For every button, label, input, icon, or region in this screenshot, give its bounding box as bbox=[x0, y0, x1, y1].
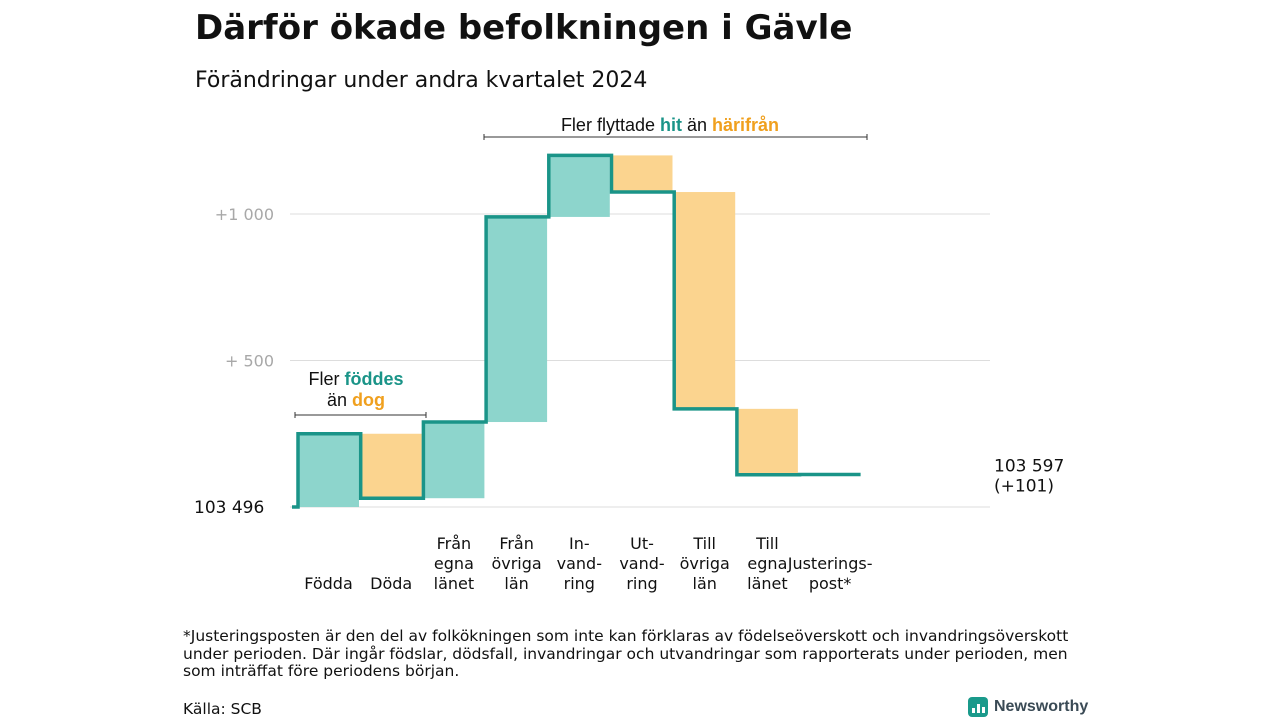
annotation-migration-part: än bbox=[682, 115, 712, 135]
annotation-births-deaths: Fler föddes än dog bbox=[308, 369, 403, 410]
annotation-births-deaths-part: föddes bbox=[344, 369, 403, 389]
waterfall-bar-2 bbox=[423, 422, 485, 499]
category-label: vand- bbox=[619, 554, 664, 573]
category-label: länet bbox=[434, 574, 475, 593]
waterfall-bar-4 bbox=[548, 155, 610, 217]
category-label: län bbox=[693, 574, 717, 593]
bracket-births-deaths bbox=[294, 412, 427, 418]
category-label: vand- bbox=[557, 554, 602, 573]
newsworthy-logo-icon bbox=[968, 697, 988, 717]
category-label: Från bbox=[499, 534, 534, 553]
category-label: Ut- bbox=[630, 534, 654, 553]
category-label: Från bbox=[437, 534, 472, 553]
waterfall-bar-7 bbox=[736, 408, 798, 475]
annotation-births-deaths-part: dog bbox=[352, 390, 385, 410]
waterfall-bar-1 bbox=[360, 433, 422, 499]
category-label: ring bbox=[626, 574, 657, 593]
annotation-migration-part: härifrån bbox=[712, 115, 779, 135]
end-value-label: 103 597 bbox=[994, 456, 1064, 476]
y-tick-label: +1 000 bbox=[215, 205, 274, 224]
category-label: län bbox=[504, 574, 528, 593]
category-label: övriga bbox=[491, 554, 541, 573]
bracket-migration bbox=[483, 134, 868, 140]
baseline-value-label: 103 496 bbox=[194, 498, 264, 518]
footnote: *Justeringsposten är den del av folkökni… bbox=[183, 627, 1069, 680]
waterfall-bar-3 bbox=[486, 216, 548, 423]
category-label: Justerings- bbox=[787, 554, 873, 573]
category-label: post* bbox=[809, 574, 852, 593]
category-label: egna bbox=[434, 554, 474, 573]
category-label: Döda bbox=[370, 574, 412, 593]
annotation-migration-part: Fler flyttade bbox=[561, 115, 660, 135]
category-label: egna bbox=[747, 554, 787, 573]
category-label: Till bbox=[692, 534, 716, 553]
category-label: Till bbox=[755, 534, 779, 553]
brand-name: Newsworthy bbox=[994, 698, 1089, 715]
category-label: länet bbox=[747, 574, 788, 593]
annotation-migration: Fler flyttade hit än härifrån bbox=[561, 115, 779, 135]
annotation-births-deaths-part: än bbox=[327, 390, 352, 410]
annotation-migration-part: hit bbox=[660, 115, 682, 135]
chart-title: Därför ökade befolkningen i Gävle bbox=[195, 8, 853, 48]
category-label: övriga bbox=[680, 554, 730, 573]
waterfall-bar-6 bbox=[674, 192, 736, 409]
category-label: ring bbox=[564, 574, 595, 593]
category-label: Födda bbox=[304, 574, 353, 593]
source-note: Källa: SCB bbox=[183, 700, 262, 718]
waterfall-bar-5 bbox=[611, 155, 673, 193]
chart-subtitle: Förändringar under andra kvartalet 2024 bbox=[195, 68, 648, 93]
brand-logo: Newsworthy bbox=[968, 697, 1088, 717]
waterfall-bar-0 bbox=[298, 433, 359, 507]
y-tick-label: + 500 bbox=[225, 352, 274, 371]
end-change-label: (+101) bbox=[994, 476, 1054, 496]
category-label: In- bbox=[569, 534, 590, 553]
cumulative-step-line bbox=[292, 153, 861, 509]
annotation-births-deaths-part: Fler bbox=[308, 369, 344, 389]
